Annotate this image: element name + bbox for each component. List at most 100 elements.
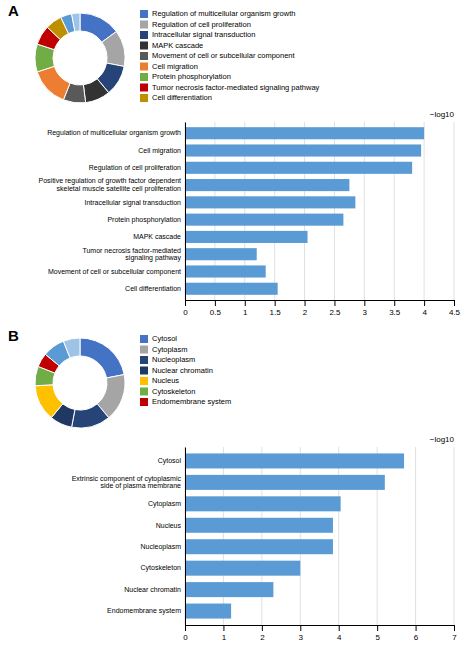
axis-line <box>186 301 455 307</box>
y-tick: Movement of cell or subcellular componen… <box>48 268 185 276</box>
y-tick: Regulation of cell proliferation <box>89 164 185 172</box>
y-axis: Endomembrane system Nuclear chromatin Cyto… <box>72 448 186 626</box>
x-tick-label: 1.5 <box>270 308 282 317</box>
legend-swatch <box>140 367 148 375</box>
legend-swatch <box>140 63 148 71</box>
y-tick-label: Tumor necrosis factor-mediatedsignaling … <box>82 247 181 263</box>
legend-label: Cytoplasm <box>152 345 187 354</box>
y-tick-label: Regulation of multicellular organism gro… <box>47 129 181 137</box>
y-tick: Nucleus <box>156 522 185 529</box>
legend-item: Protein phosphorylation <box>140 72 231 81</box>
x-tick: 3 <box>299 625 304 642</box>
y-tick-label: Regulation of cell proliferation <box>89 164 181 172</box>
legend-swatch <box>140 346 148 354</box>
x-tick: 4.5 <box>449 300 461 317</box>
y-tick: Positive regulation of growth factor dep… <box>39 177 185 193</box>
tick-mark <box>215 300 216 306</box>
y-tick: Endomembrane system <box>107 607 185 615</box>
legend-label: Endomembrane system <box>152 397 231 406</box>
legend-swatch <box>140 31 148 39</box>
y-tick-label: Nuclear chromatin <box>124 586 181 593</box>
grid-line <box>338 447 339 625</box>
x-tick: 4 <box>337 625 342 642</box>
grid-line <box>424 122 425 300</box>
donut-slice <box>72 13 80 31</box>
x-tick: 2 <box>303 300 308 317</box>
grid-line <box>415 447 416 625</box>
panel-title: B <box>8 327 19 344</box>
legend-label: Movement of cell or subcellular componen… <box>152 51 295 60</box>
y-tick: Cytoskeleton <box>141 564 185 572</box>
x-tick-label: 2.5 <box>329 308 341 317</box>
donut-slice <box>72 404 109 428</box>
legend-swatch <box>140 398 148 406</box>
y-tick: Tumor necrosis factor-mediatedsignaling … <box>82 247 185 263</box>
grid-line <box>377 447 378 625</box>
tick-mark <box>305 300 306 306</box>
legend-swatch <box>140 94 148 102</box>
tick-mark <box>394 300 395 306</box>
axis-line <box>186 626 455 632</box>
x-axis-label: −log10 <box>430 435 455 444</box>
x-tick: 1.5 <box>270 300 282 317</box>
y-tick: Protein phosphorylation <box>107 216 185 224</box>
x-tick-label: 1 <box>243 308 248 317</box>
y-tick-label: Movement of cell or subcellular componen… <box>48 268 181 276</box>
y-tick: Cell differentiation <box>125 285 185 292</box>
legend-item: Nucleus <box>140 376 179 385</box>
y-tick-label: Nucleoplasm <box>141 543 182 551</box>
x-tick-label: 3.5 <box>389 308 401 317</box>
x-tick-label: 7 <box>452 633 457 642</box>
x-tick: 0 <box>183 625 188 642</box>
x-tick-label: 3 <box>363 308 368 317</box>
legend-label: Cell migration <box>152 62 198 71</box>
y-tick: Nucleoplasm <box>141 543 185 551</box>
legend-item: MAPK cascade <box>140 41 203 50</box>
donut-slice <box>37 66 70 99</box>
x-tick-label: 1 <box>222 633 227 642</box>
chart-root: ARegulation of multicellular organism gr… <box>0 0 474 647</box>
legend-swatch <box>140 388 148 396</box>
bar <box>185 214 343 226</box>
tick-mark <box>416 625 417 631</box>
x-tick: 5 <box>375 625 380 642</box>
legend-item: Intracellular signal transduction <box>140 30 255 39</box>
axis-line <box>185 123 186 301</box>
bar <box>185 248 257 260</box>
legend-swatch <box>140 42 148 50</box>
y-tick: Extrinsic component of cytoplasmicside o… <box>72 475 185 491</box>
legend-label: Cytosol <box>152 334 177 343</box>
donut-slice <box>80 338 124 378</box>
bar <box>185 475 385 490</box>
y-tick: MAPK cascade <box>133 233 185 240</box>
grid-line <box>223 447 224 625</box>
x-tick: 3 <box>363 300 368 317</box>
x-tick: 2 <box>260 625 265 642</box>
x-axis: 01234567 <box>183 625 457 642</box>
chart-svg: ARegulation of multicellular organism gr… <box>0 0 474 647</box>
donut <box>35 338 125 428</box>
legend-item: Cytoplasm <box>140 345 187 354</box>
legend-item: Cytosol <box>140 334 177 343</box>
grid-line <box>454 447 455 625</box>
legend-swatch <box>140 52 148 60</box>
x-tick-label: 0 <box>183 633 188 642</box>
donut <box>35 13 125 103</box>
axis-line <box>185 448 186 626</box>
tick-mark <box>334 300 335 306</box>
x-tick-label: 4 <box>337 633 342 642</box>
legend-swatch <box>140 21 148 29</box>
tick-mark <box>275 300 276 306</box>
bar-chart: 01234567Endomembrane systemNuclear chrom… <box>72 435 458 642</box>
bar <box>185 582 273 597</box>
bar <box>185 162 412 174</box>
tick-mark <box>245 300 246 306</box>
legend-label: Cytoskeleton <box>152 387 195 396</box>
legend-label: Nucleoplasm <box>152 355 195 364</box>
y-tick: Regulation of multicellular organism gro… <box>47 129 185 137</box>
y-tick-label: Endomembrane system <box>107 607 181 615</box>
x-tick: 4 <box>422 300 427 317</box>
y-tick: Cytoplasm <box>148 500 185 508</box>
tick-mark <box>454 625 455 631</box>
bars <box>185 127 424 295</box>
